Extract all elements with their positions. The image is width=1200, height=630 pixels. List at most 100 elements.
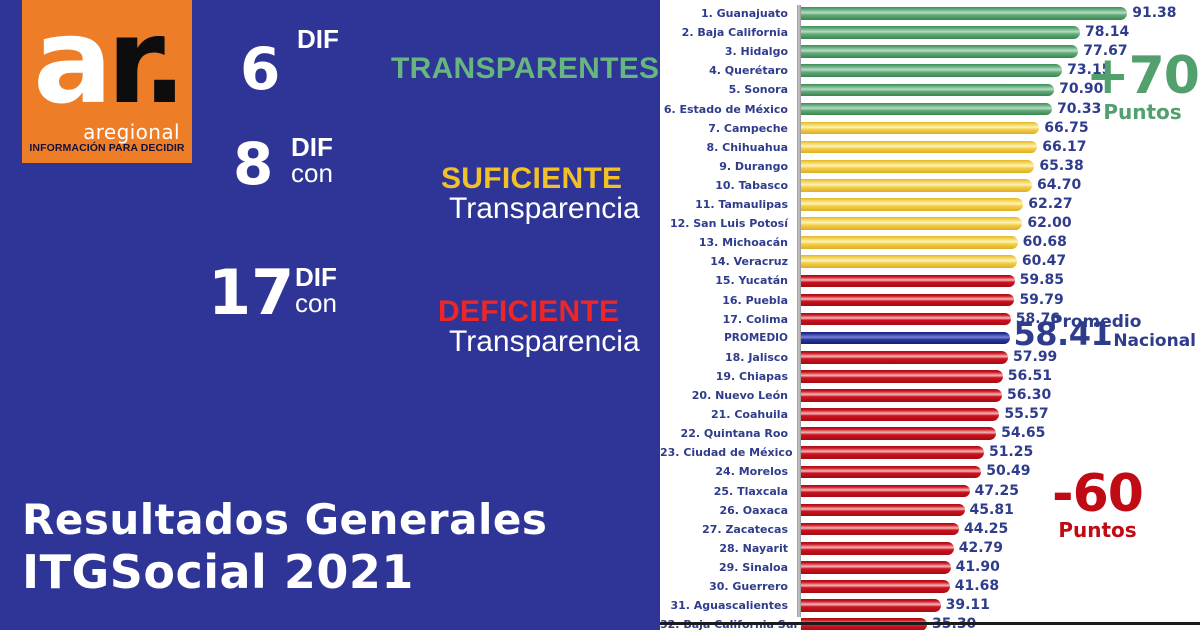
chart-row: 5. Sonora 70.90 (660, 80, 1200, 99)
chart-row-label: 5. Sonora (728, 83, 788, 97)
chart-row-label: 24. Morelos (715, 465, 788, 479)
chart-bar-value: 60.47 (1021, 253, 1067, 270)
chart-bar-value: 59.85 (1019, 272, 1064, 289)
chart-bar (801, 217, 1023, 230)
chart-row: 26. Oaxaca 45.81 (660, 501, 1200, 520)
chart-row: 29. Sinaloa 41.90 (660, 558, 1200, 577)
chart-bar (801, 427, 997, 440)
chart-bar-value: 55.57 (1004, 406, 1049, 423)
chart-row-label: 22. Quintana Roo (680, 427, 788, 441)
chart-row: 28. Nayarit 42.79 (660, 539, 1200, 558)
chart-bar-value: 59.79 (1019, 291, 1064, 308)
chart-bar-value: 62.00 (1027, 215, 1072, 232)
chart-row: 18. Jalisco 57.99 (660, 348, 1200, 367)
average-annotation-line2: Nacional (1113, 331, 1196, 351)
chart-row: 2. Baja California 78.14 (660, 23, 1200, 42)
chart-row: 11. Tamaulipas 62.27 (660, 195, 1200, 214)
chart-bar-value: 51.25 (988, 444, 1034, 461)
chart-row: 25. Tlaxcala 47.25 (660, 482, 1200, 501)
chart-bar (801, 580, 950, 593)
chart-bar-value: 64.70 (1036, 176, 1082, 193)
chart-row: 10. Tabasco 64.70 (660, 176, 1200, 195)
chart-row-label: 23. Ciudad de México (660, 446, 793, 460)
chart-row: 14. Veracruz 60.47 (660, 252, 1200, 271)
chart-row-label: 19. Chiapas (715, 369, 788, 383)
chart-row-label: 11. Tamaulipas (695, 198, 788, 211)
chart-bar-value: 41.68 (954, 578, 1000, 594)
chart-bar (801, 370, 1003, 383)
chart-row: 24. Morelos 50.49 (660, 462, 1200, 481)
summary-category-1: TRANSPARENTES (391, 52, 660, 85)
chart-row: 19. Chiapas 56.51 (660, 367, 1200, 386)
summary-count-1: 6 (240, 35, 281, 103)
chart-bar (801, 599, 941, 612)
chart-row: 16. Puebla 59.79 (660, 291, 1200, 310)
chart-row-label: 25. Tlaxcala (713, 484, 788, 498)
chart-bar-value: 56.30 (1006, 387, 1052, 403)
chart-bar (801, 45, 1079, 58)
badge-minus-60-unit: Puntos (1058, 518, 1137, 542)
chart-row-label: 26. Oaxaca (719, 503, 788, 517)
chart-bar (801, 446, 984, 460)
chart-bar (801, 274, 1015, 288)
chart-row: 13. Michoacán 60.68 (660, 233, 1200, 252)
chart-row-label: 18. Jalisco (725, 350, 788, 364)
chart-bar (801, 389, 1002, 402)
chart-row-label: 4. Querétaro (709, 64, 788, 78)
chart-bar (801, 159, 1035, 173)
chart-bar (801, 522, 959, 536)
chart-bar-value: 39.11 (945, 597, 990, 614)
chart-bar-value: 60.68 (1022, 234, 1067, 251)
chart-row: 1. Guanajuato 91.38 (660, 4, 1200, 23)
chart-bar (801, 83, 1055, 97)
badge-plus-70: +70 Puntos (1085, 46, 1200, 124)
logo-tagline: INFORMACIÓN PARA DECIDIR (29, 142, 185, 154)
chart-row: 3. Hidalgo 77.67 (660, 42, 1200, 61)
chart-row-label: 15. Yucatán (715, 274, 788, 288)
chart-row-label: 13. Michoacán (698, 236, 788, 250)
chart-row: 17. Colima 58.76 (660, 310, 1200, 329)
chart-row: 9. Durango 65.38 (660, 157, 1200, 176)
chart-bar (801, 236, 1018, 249)
chart-row-label: 12. San Luis Potosí (669, 217, 788, 231)
badge-plus-70-unit: Puntos (1103, 100, 1182, 124)
chart-bar (801, 561, 951, 574)
chart-row: 7. Campeche 66.75 (660, 119, 1200, 138)
chart-bottom-divider (660, 622, 1200, 625)
con-text-2: con (291, 158, 333, 188)
chart-row-label: 2. Baja California (681, 26, 788, 40)
summary-dif-label-2: DIF con (291, 134, 333, 186)
chart-row: 27. Zacatecas 44.25 (660, 520, 1200, 539)
chart-bar (801, 503, 965, 517)
chart-row: 22. Quintana Roo 54.65 (660, 424, 1200, 443)
badge-plus-70-value: +70 (1086, 46, 1200, 106)
chart-bar-value: 66.17 (1042, 138, 1087, 155)
summary-dif-label-1: DIF (297, 26, 339, 52)
chart-bar (801, 26, 1080, 39)
chart-bar-value: 56.51 (1007, 367, 1053, 384)
chart-row-label: PROMEDIO (724, 331, 788, 344)
page-title-line2: ITGSocial 2021 (22, 545, 414, 599)
chart-row-label: 3. Hidalgo (724, 45, 788, 59)
chart-row-label: 21. Coahuila (711, 408, 788, 422)
chart-bar-value: 54.65 (1001, 425, 1046, 442)
chart-bar-value: 47.25 (974, 482, 1019, 499)
chart-row-label: 29. Sinaloa (718, 560, 788, 574)
chart-bar-value: 91.38 (1132, 5, 1177, 21)
chart-bar-value: 70.90 (1059, 81, 1104, 98)
chart-row-label: 6. Estado de México (663, 102, 788, 116)
chart-bar (801, 121, 1040, 135)
chart-row-label: 1. Guanajuato (700, 7, 788, 20)
chart-plot-area: 1. Guanajuato 91.38 2. Baja California 78.1… (660, 0, 1200, 630)
chart-bar-value: 66.75 (1044, 119, 1089, 136)
chart-bar (801, 64, 1063, 78)
chart-bar (801, 408, 1000, 421)
con-text-3: con (295, 288, 337, 318)
chart-bar (801, 541, 954, 555)
chart-bar-value: 50.49 (986, 463, 1031, 480)
average-annotation-line1: Promedio (1050, 312, 1142, 332)
chart-bar-value: 44.25 (963, 520, 1009, 537)
chart-bar (801, 331, 1010, 345)
chart-bar-value: 65.38 (1039, 157, 1084, 174)
chart-bar-value: 62.27 (1028, 196, 1073, 212)
